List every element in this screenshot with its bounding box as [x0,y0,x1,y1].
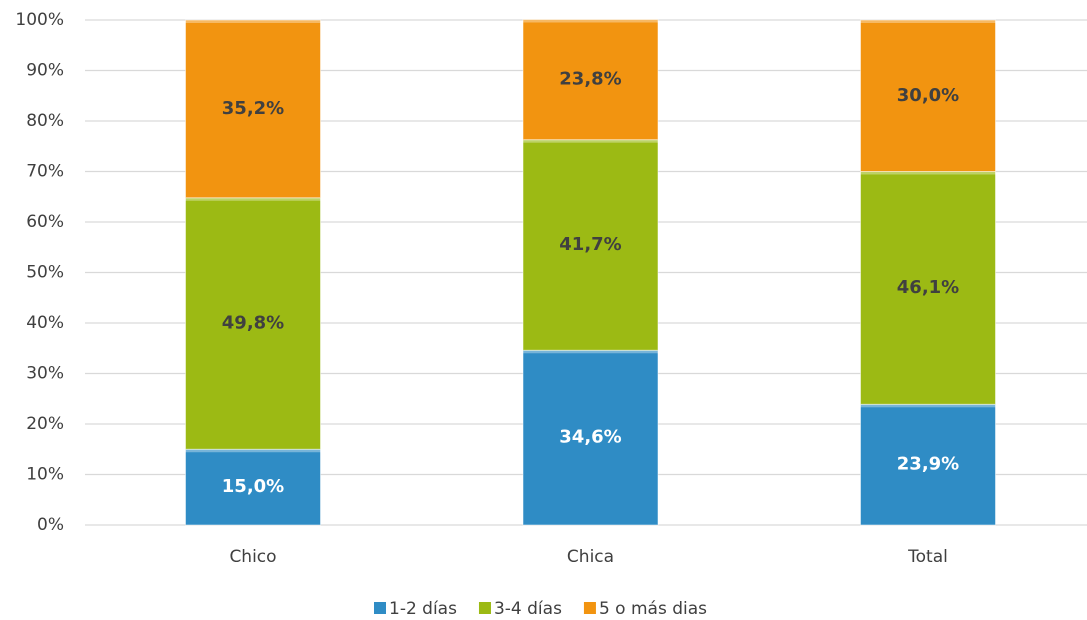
bar-segment [860,403,996,526]
y-tick-label: 40% [26,313,64,333]
x-tick-label: Total [907,547,948,567]
bar-segment [185,19,321,199]
bar-highlight [860,404,996,408]
value-label: 15,0% [222,476,284,497]
value-label: 34,6% [559,427,621,448]
bar-segment [522,349,659,526]
legend-label: 1-2 días [389,599,457,619]
legend-label: 5 o más dias [599,599,707,619]
value-label: 35,2% [222,98,284,119]
x-tick-label: Chico [229,547,276,567]
bar-segment [522,18,659,141]
bar-highlight [185,197,321,201]
value-label: 30,0% [897,85,959,106]
y-tick-label: 60% [26,212,64,232]
y-tick-label: 70% [26,162,64,182]
y-tick-label: 50% [26,263,64,283]
bar-segment [860,19,996,172]
value-label: 49,8% [222,313,284,334]
bar-segment [522,139,659,351]
bar-segment [185,197,321,450]
value-label: 23,9% [897,454,959,475]
y-tick-label: 20% [26,414,64,434]
bar-highlight [860,20,996,23]
x-tick-label: Chica [567,547,614,567]
bar-highlight [523,19,658,23]
bar-highlight [185,449,321,453]
legend-swatch [374,602,386,614]
y-tick-label: 30% [26,364,64,384]
bar-segment [185,448,321,526]
legend-swatch [583,602,596,614]
bar-highlight [185,20,321,23]
bar-highlight [860,171,996,175]
legend-label: 3-4 días [494,599,562,619]
legend-swatch [478,602,491,614]
value-label: 46,1% [897,277,959,298]
bar-highlight [523,350,658,354]
y-tick-label: 90% [26,61,64,81]
y-tick-label: 80% [26,111,64,131]
y-tick-label: 0% [37,515,64,535]
y-tick-label: 100% [15,10,64,30]
bar-highlight [523,139,658,143]
value-label: 41,7% [559,234,621,255]
value-label: 23,8% [559,69,621,90]
y-tick-label: 10% [26,465,64,485]
